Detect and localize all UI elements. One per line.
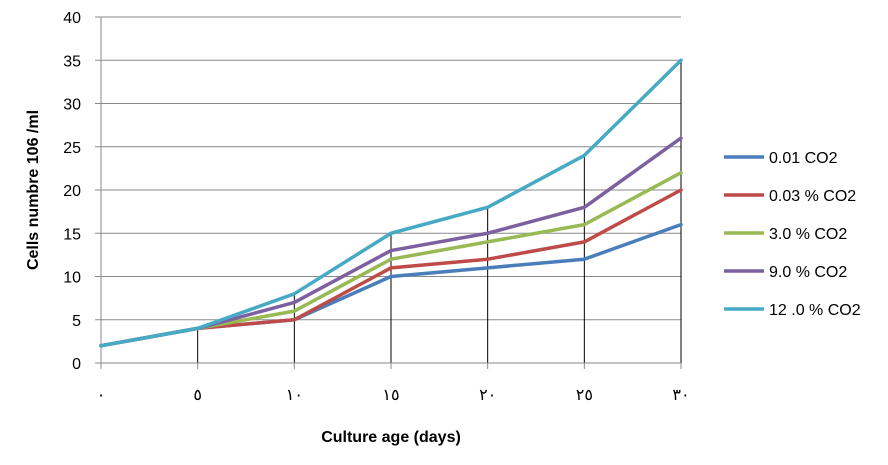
y-tick-label: 5 [72,313,81,330]
y-tick-label: 10 [63,270,81,287]
x-axis-title: Culture age (days) [321,429,461,446]
axes [100,17,682,369]
x-tick-label: ٢٠ [479,387,496,404]
x-tick-label: ٠ [97,387,106,404]
series-lines [99,58,683,348]
y-tick-label: 35 [63,53,81,70]
x-tick-label: ٢٥ [576,387,593,404]
x-tick-label: ٣٠ [672,387,689,404]
legend-label: 0.01 CO2 [769,150,838,167]
y-tick-label: 15 [63,226,81,243]
y-gridlines [95,16,681,364]
y-tick-label: 25 [63,140,81,157]
y-tick-label: 20 [63,183,81,200]
x-tick-label: ١٥ [382,387,399,404]
legend: 0.01 CO2 0.03 % CO2 3.0 % CO2 9.0 % CO2 12 .… [724,150,861,319]
x-tick-label: ١٠ [286,387,303,404]
y-tick-labels: 0 5 10 15 20 25 30 35 40 [63,10,81,373]
legend-label: 12 .0 % CO2 [769,302,861,319]
legend-label: 9.0 % CO2 [769,264,847,281]
series-line [99,58,683,348]
x-tick-label: ٥ [193,387,202,404]
y-tick-label: 30 [63,97,81,114]
x-tick-labels: ٠ ٥ ١٠ ١٥ ٢٠ ٢٥ ٣٠ [97,387,690,404]
legend-label: 0.03 % CO2 [769,188,856,205]
y-tick-label: 0 [72,356,81,373]
y-tick-label: 40 [63,10,81,27]
y-axis-title: Cells numbre 106 /ml [25,110,42,270]
legend-label: 3.0 % CO2 [769,226,847,243]
